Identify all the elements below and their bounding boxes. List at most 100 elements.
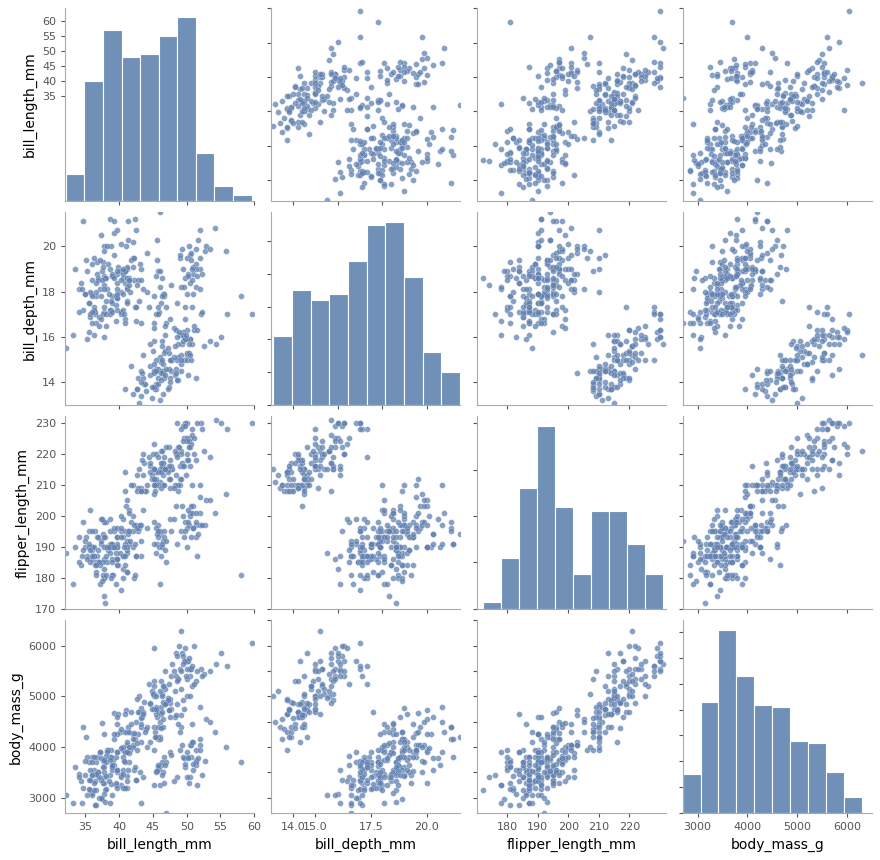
Point	[156, 534, 170, 548]
Point	[620, 301, 634, 315]
Point	[765, 494, 779, 507]
Point	[344, 537, 358, 550]
Point	[308, 65, 322, 79]
Point	[568, 746, 582, 760]
Point	[748, 525, 762, 538]
Point	[737, 77, 752, 91]
Point	[185, 246, 199, 260]
Point	[280, 132, 294, 146]
Point	[591, 57, 605, 71]
Point	[284, 730, 298, 744]
Point	[436, 715, 450, 728]
Point	[825, 73, 839, 87]
Point	[333, 469, 347, 482]
Point	[183, 690, 197, 703]
Point	[555, 743, 569, 757]
Point	[710, 154, 724, 168]
Point	[795, 105, 809, 119]
Point	[589, 700, 603, 714]
Point	[84, 750, 99, 764]
Point	[748, 99, 762, 113]
Point	[616, 366, 630, 380]
Point	[773, 132, 787, 146]
Point	[760, 214, 774, 228]
Point	[607, 344, 621, 358]
Point	[179, 415, 193, 429]
Point	[344, 540, 358, 554]
Point	[379, 531, 393, 544]
Point	[373, 525, 387, 538]
Point	[613, 337, 627, 351]
Point	[546, 93, 560, 107]
Point	[649, 332, 664, 346]
Point	[772, 366, 786, 380]
Point	[289, 96, 303, 110]
Point	[180, 771, 194, 784]
Point	[522, 296, 536, 310]
Point	[284, 456, 298, 470]
Point	[282, 484, 296, 498]
Point	[695, 167, 709, 181]
Point	[708, 307, 722, 321]
Point	[384, 558, 398, 572]
Point	[743, 506, 757, 519]
Point	[185, 500, 199, 513]
Point	[360, 571, 374, 585]
Point	[734, 129, 748, 143]
Point	[150, 447, 164, 461]
Point	[540, 61, 554, 75]
Point	[534, 289, 548, 303]
Point	[110, 558, 124, 572]
Point	[793, 447, 807, 461]
Point	[552, 122, 566, 136]
Point	[386, 117, 400, 131]
Point	[772, 471, 786, 485]
Point	[333, 661, 347, 675]
Point	[634, 71, 649, 84]
Point	[506, 132, 520, 145]
Point	[391, 550, 405, 563]
Point	[175, 500, 189, 513]
Point	[382, 525, 396, 538]
Point	[522, 287, 536, 301]
Point	[436, 746, 450, 759]
Point	[121, 720, 135, 734]
Point	[188, 515, 202, 529]
Point	[78, 287, 92, 301]
Point	[622, 63, 636, 77]
Point	[773, 366, 787, 380]
Point	[280, 465, 294, 479]
Point	[516, 319, 530, 333]
Point	[404, 776, 418, 789]
Point	[743, 249, 757, 262]
Point	[328, 789, 342, 802]
Point	[534, 755, 548, 769]
Point	[840, 78, 854, 92]
Point	[585, 113, 599, 126]
Point	[750, 253, 764, 267]
Point	[337, 63, 351, 77]
Point	[360, 122, 374, 136]
Point	[318, 687, 332, 701]
Point	[558, 88, 572, 101]
Point	[370, 773, 385, 787]
Point	[825, 415, 839, 429]
Point	[295, 456, 309, 470]
Point	[109, 546, 123, 560]
Point	[822, 328, 836, 341]
Point	[512, 798, 526, 812]
Point	[335, 773, 349, 787]
Point	[373, 540, 387, 554]
Point	[79, 730, 93, 744]
Point	[715, 142, 730, 156]
Point	[375, 763, 389, 777]
Point	[154, 355, 168, 369]
Point	[810, 332, 824, 346]
Point	[591, 371, 605, 384]
Point	[297, 104, 312, 118]
Point	[341, 160, 356, 174]
Point	[558, 774, 572, 788]
Point	[194, 224, 208, 237]
Point	[356, 138, 370, 151]
Point	[129, 469, 143, 482]
